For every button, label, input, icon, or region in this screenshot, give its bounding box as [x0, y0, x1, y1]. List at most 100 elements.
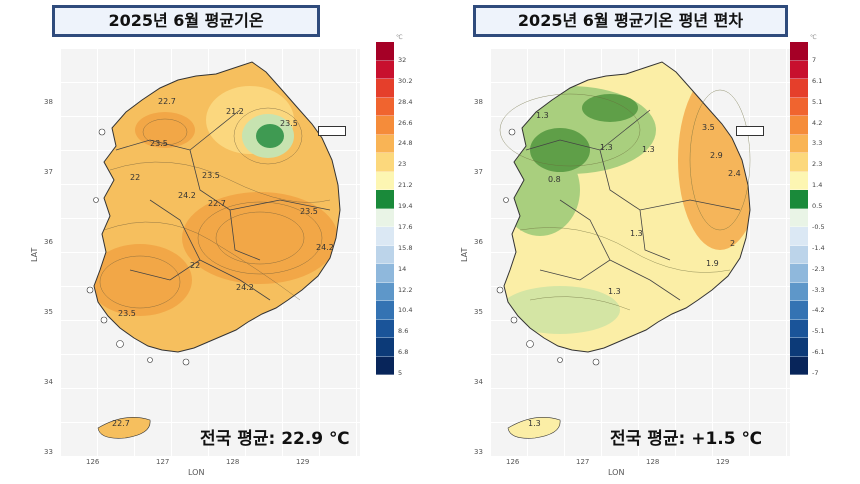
contour-label: 1.3 [630, 229, 643, 238]
contour-label: 3.5 [702, 123, 715, 132]
legend-swatch [790, 245, 808, 264]
legend-swatch [790, 60, 808, 79]
legend-swatch [376, 79, 394, 98]
legend-swatch [790, 116, 808, 135]
legend-swatch [376, 356, 394, 375]
right-map-panel: 2025년 6월 평균기온 평년 편차 [430, 0, 855, 484]
y-tick: 35 [474, 308, 483, 316]
legend-tick-label: 23 [398, 160, 407, 169]
right-national-average: 전국 평균: +1.5 ℃ [610, 429, 763, 449]
contour-label: 22 [190, 261, 200, 270]
x-tick: 128 [226, 458, 240, 466]
left-inset-box [318, 126, 346, 136]
x-tick: 129 [716, 458, 730, 466]
contour-label: 24.2 [178, 191, 196, 200]
contour-label: 23.5 [300, 207, 318, 216]
x-tick: 127 [576, 458, 590, 466]
left-contour-lines [99, 107, 331, 309]
legend-swatch [376, 301, 394, 320]
legend-tick-label: 7 [812, 56, 817, 64]
contour-label: 1.9 [706, 259, 719, 268]
legend-tick-label: 5.1 [812, 97, 823, 106]
legend-tick-label: 2.3 [812, 160, 823, 169]
right-province-borders [525, 109, 741, 301]
legend-unit: ℃ [810, 34, 817, 41]
left-national-average: 전국 평균: 22.9 ℃ [200, 429, 350, 449]
right-warm-zone-east [678, 70, 750, 250]
legend-swatch [376, 60, 394, 79]
right-islands [496, 128, 600, 439]
y-tick: 36 [44, 238, 53, 246]
contour-label: 1.3 [528, 419, 541, 428]
legend-swatch [376, 264, 394, 283]
left-color-legend: ℃ 32 30.2 28.4 26.6 24.8 23 21.2 19.4 17.6 15.8 14… [376, 34, 412, 377]
y-axis-label: LAT [30, 247, 39, 262]
legend-tick-label: 6.1 [812, 76, 823, 85]
left-cool-core [256, 124, 284, 148]
right-inset-box [736, 126, 764, 136]
legend-swatch [790, 79, 808, 98]
legend-swatch [790, 338, 808, 357]
left-map-panel: 2025년 6월 평균기온 [0, 0, 425, 484]
contour-label: 24.2 [316, 243, 334, 252]
legend-tick-label: 5 [398, 369, 403, 377]
legend-tick-label: 21.2 [398, 181, 413, 190]
legend-swatch [376, 153, 394, 172]
x-tick: 127 [156, 458, 170, 466]
legend-swatch [376, 208, 394, 227]
legend-tick-label: -4.2 [812, 306, 825, 315]
y-tick: 34 [474, 378, 483, 386]
legend-unit: ℃ [396, 34, 403, 41]
legend-swatch [376, 282, 394, 301]
left-temperature-map: 22.7 21.2 23.5 23.5 24.2 22.7 23.5 22 24… [86, 61, 341, 439]
left-islands [86, 128, 190, 439]
legend-tick-label: 30.2 [398, 76, 413, 85]
legend-tick-label: 12.2 [398, 285, 413, 294]
legend-tick-label: 10.4 [398, 306, 413, 315]
contour-label: 2 [730, 239, 735, 248]
right-anomaly-map: 1.3 1.3 1.3 3.5 2.9 2.4 0.8 1.3 2 1.9 1.… [496, 61, 751, 439]
contour-label: 21.2 [226, 107, 244, 116]
x-tick: 126 [86, 458, 100, 466]
right-contour-labels: 1.3 1.3 1.3 3.5 2.9 2.4 0.8 1.3 2 1.9 1.… [528, 111, 741, 428]
contour-label: 0.8 [548, 175, 561, 184]
right-green-zone-south [504, 286, 620, 334]
legend-swatch [376, 190, 394, 209]
left-province-borders [115, 109, 331, 301]
legend-tick-label: 32 [398, 56, 407, 64]
contour-label: 22.7 [208, 199, 226, 208]
legend-swatch [376, 171, 394, 190]
y-tick: 33 [474, 448, 483, 456]
right-dark-green-zone [530, 128, 590, 172]
legend-swatch [790, 319, 808, 338]
legend-swatch [376, 134, 394, 153]
legend-swatch [376, 227, 394, 246]
right-color-legend: ℃ 7 6.1 5.1 4.2 3.3 2.3 1.4 0.5 -0.5 -1.4 -2.3 -3.3… [790, 34, 825, 377]
x-axis-label: LON [188, 468, 205, 477]
contour-label: 1.3 [600, 143, 613, 152]
legend-tick-label: 19.4 [398, 202, 413, 211]
left-contour-labels: 22.7 21.2 23.5 23.5 24.2 22.7 23.5 22 24… [112, 97, 334, 428]
right-contour-lines [499, 89, 751, 311]
right-map-title: 2025년 6월 평균기온 평년 편차 [473, 5, 788, 37]
legend-tick-label: 28.4 [398, 97, 413, 106]
legend-tick-label: -3.3 [812, 285, 825, 294]
legend-tick-label: 26.6 [398, 118, 413, 127]
legend-tick-label: -2.3 [812, 264, 825, 273]
legend-tick-label: 15.8 [398, 243, 413, 252]
contour-label: 24.2 [236, 283, 254, 292]
y-tick: 38 [474, 98, 483, 106]
left-warm-zone-east [182, 192, 338, 284]
y-axis-label: LAT [460, 247, 469, 262]
legend-swatch [790, 227, 808, 246]
left-coastline [93, 61, 341, 353]
y-tick: 33 [44, 448, 53, 456]
contour-label: 23.5 [118, 309, 136, 318]
legend-swatch [376, 338, 394, 357]
legend-swatch [790, 153, 808, 172]
y-tick: 35 [44, 308, 53, 316]
y-tick: 34 [44, 378, 53, 386]
legend-swatch [790, 264, 808, 283]
legend-swatch [790, 356, 808, 375]
legend-tick-label: 17.6 [398, 222, 413, 231]
